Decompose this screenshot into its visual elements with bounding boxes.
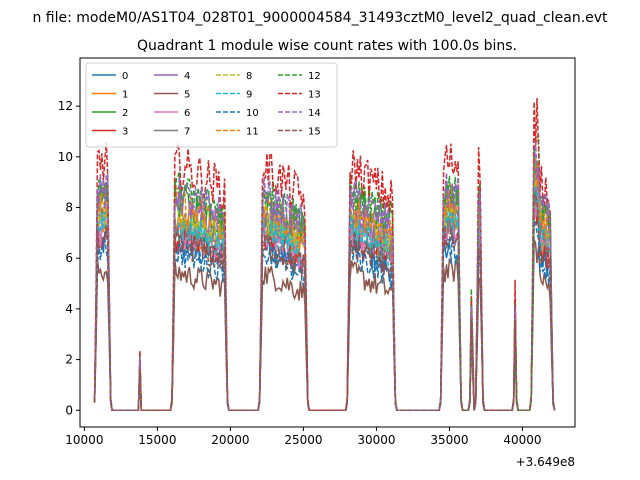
legend-label: 13: [308, 90, 321, 101]
plot-area: 10000 15000 20000 25000 30000 35000 40000 0 2 4 6…: [58, 57, 576, 469]
y-tick-label: 8: [65, 201, 73, 215]
legend-label: 0: [122, 71, 128, 82]
x-tick-label: 35000: [430, 433, 468, 447]
legend-label: 8: [246, 71, 252, 82]
legend-label: 1: [122, 90, 128, 101]
legend-label: 3: [122, 127, 128, 138]
legend-label: 4: [184, 71, 190, 82]
x-tick-label: 30000: [357, 433, 395, 447]
legend-label: 12: [308, 71, 321, 82]
y-tick-label: 6: [65, 251, 73, 265]
x-tick-label: 25000: [284, 433, 322, 447]
legend-box: [85, 62, 338, 148]
x-axis: 10000 15000 20000 25000 30000 35000 40000: [65, 427, 542, 447]
legend-label: 6: [184, 108, 190, 119]
legend-label: 15: [308, 127, 321, 138]
legend-label: 14: [308, 108, 321, 119]
legend-label: 2: [122, 108, 128, 119]
y-tick-label: 12: [58, 99, 73, 113]
x-tick-label: 15000: [138, 433, 176, 447]
y-axis: 0 2 4 6 8 10 12: [58, 99, 80, 417]
x-tick-label: 10000: [65, 433, 103, 447]
y-tick-label: 10: [58, 150, 73, 164]
series-lines: [93, 97, 556, 412]
legend-label: 5: [184, 90, 190, 101]
legend-label: 10: [246, 108, 259, 119]
x-tick-label: 20000: [211, 433, 249, 447]
y-tick-label: 4: [65, 302, 73, 316]
plot-frame: [79, 57, 576, 428]
legend-label: 7: [184, 127, 190, 138]
legend-label: 11: [246, 127, 259, 138]
figure-suptitle: n file: modeM0/AS1T04_028T01_9000004584_…: [32, 10, 608, 26]
legend-label: 9: [246, 90, 252, 101]
x-axis-offset-label: +3.649e8: [516, 455, 575, 469]
series-line-15: [93, 192, 556, 412]
y-tick-label: 2: [65, 353, 73, 367]
chart-title: Quadrant 1 module wise count rates with …: [137, 38, 517, 54]
y-tick-label: 0: [65, 403, 73, 417]
x-tick-label: 40000: [503, 433, 541, 447]
